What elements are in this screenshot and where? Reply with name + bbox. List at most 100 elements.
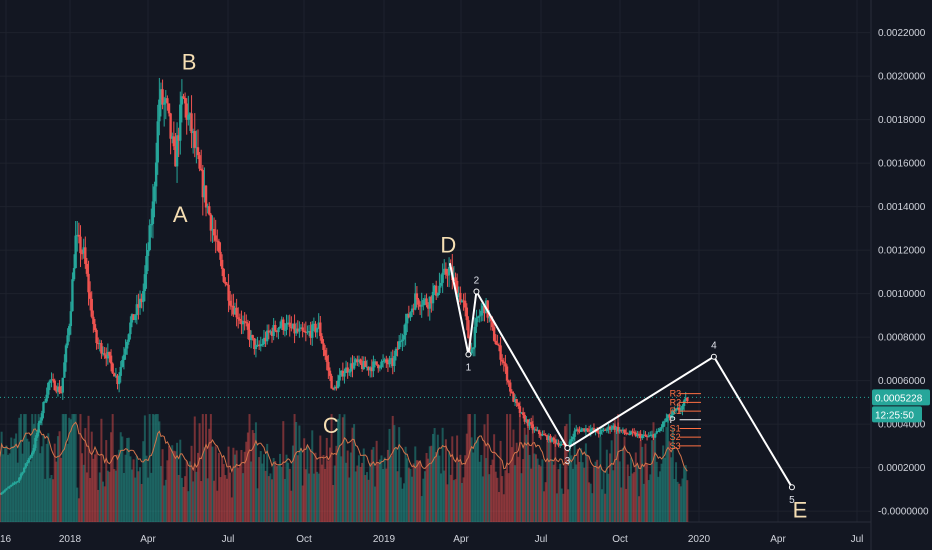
volume-bar bbox=[654, 435, 657, 522]
candle-body bbox=[43, 401, 47, 403]
candle-body bbox=[22, 467, 26, 473]
candle-body bbox=[544, 434, 547, 436]
volume-bar bbox=[2, 454, 5, 522]
candle-body bbox=[203, 185, 206, 198]
candle-body bbox=[528, 422, 531, 426]
candle-body bbox=[269, 331, 272, 333]
volume-bar bbox=[435, 452, 438, 522]
volume-bar bbox=[362, 448, 365, 522]
volume-bar bbox=[497, 492, 500, 522]
volume-bar bbox=[660, 463, 663, 522]
candle-body bbox=[220, 259, 224, 269]
volume-bar bbox=[610, 440, 613, 522]
volume-bar bbox=[217, 452, 220, 522]
candle-body bbox=[610, 428, 613, 430]
volume-bar bbox=[71, 414, 74, 522]
candle-body bbox=[180, 96, 184, 105]
candle-body bbox=[668, 414, 671, 418]
candle-body bbox=[480, 310, 483, 316]
volume-bar bbox=[649, 474, 652, 522]
candle-body bbox=[282, 319, 285, 331]
volume-bar bbox=[26, 438, 29, 522]
volume-bar bbox=[267, 476, 270, 522]
volume-bar bbox=[478, 461, 481, 522]
candle-body bbox=[354, 359, 357, 363]
volume-bar bbox=[29, 461, 32, 522]
volume-bar bbox=[92, 458, 95, 522]
candle-body bbox=[652, 434, 655, 438]
candle-body bbox=[90, 298, 93, 317]
volume-bar bbox=[382, 469, 385, 522]
volume-bar bbox=[158, 421, 161, 522]
candle-body bbox=[647, 436, 650, 438]
y-tick-label: 0.0022000 bbox=[878, 28, 926, 39]
candle-body bbox=[385, 359, 388, 363]
candle-body bbox=[121, 360, 124, 367]
candle-body bbox=[146, 249, 150, 256]
volume-bar bbox=[609, 453, 612, 522]
volume-bar bbox=[121, 436, 124, 522]
volume-bar bbox=[5, 445, 8, 522]
volume-bar bbox=[58, 431, 61, 522]
candle-body bbox=[248, 329, 251, 341]
candle-body bbox=[224, 281, 227, 284]
volume-bar bbox=[422, 478, 425, 522]
candle-body bbox=[542, 433, 546, 435]
candle-body bbox=[245, 321, 248, 324]
candle-body bbox=[463, 300, 467, 308]
volume-bar bbox=[469, 414, 472, 522]
volume-bar bbox=[0, 431, 3, 522]
volume-bar bbox=[224, 475, 227, 522]
candle-body bbox=[162, 102, 166, 105]
candle-body bbox=[204, 185, 208, 208]
volume-bar bbox=[452, 480, 455, 522]
volume-bar bbox=[406, 458, 409, 522]
volume-bar bbox=[174, 451, 177, 522]
candle-body bbox=[230, 305, 233, 307]
volume-bar bbox=[607, 473, 610, 522]
candle-body bbox=[344, 367, 348, 374]
volume-bar bbox=[97, 489, 100, 522]
volume-bar bbox=[506, 414, 509, 522]
wave-point-marker bbox=[710, 353, 717, 360]
candle-body bbox=[216, 240, 219, 242]
volume-bar bbox=[642, 483, 645, 522]
candle-body bbox=[661, 421, 665, 428]
candle-body bbox=[497, 345, 501, 347]
volume-bar bbox=[27, 441, 30, 522]
volume-bar bbox=[188, 461, 191, 522]
volume-bar bbox=[254, 422, 257, 522]
volume-bar bbox=[575, 464, 578, 522]
volume-bar bbox=[431, 433, 434, 522]
candle-body bbox=[293, 323, 296, 334]
pivot-level-label: R2 bbox=[670, 397, 682, 407]
y-tick-label: 0.0008000 bbox=[878, 333, 926, 344]
candle-body bbox=[327, 361, 330, 371]
volume-bar bbox=[106, 470, 109, 522]
volume-bar bbox=[163, 485, 166, 522]
candle-body bbox=[536, 430, 539, 432]
candle-body bbox=[623, 429, 626, 433]
candle-body bbox=[539, 433, 543, 436]
volume-bar bbox=[525, 434, 528, 522]
volume-bar bbox=[291, 445, 294, 522]
candle-body bbox=[56, 386, 60, 392]
candle-body bbox=[111, 363, 114, 374]
candle-body bbox=[288, 322, 291, 327]
volume-bar bbox=[341, 417, 344, 522]
candle-body bbox=[380, 361, 383, 368]
candle-body bbox=[21, 472, 24, 475]
volume-bar bbox=[185, 460, 188, 522]
candle-body bbox=[307, 331, 311, 333]
candle-body bbox=[454, 277, 457, 281]
volume-bar bbox=[668, 441, 671, 522]
candle-body bbox=[460, 300, 464, 303]
volume-bar bbox=[359, 466, 362, 522]
candle-body bbox=[319, 322, 322, 337]
volume-bar bbox=[671, 428, 674, 522]
candle-body bbox=[320, 336, 324, 344]
candle-body bbox=[362, 361, 365, 369]
candle-body bbox=[491, 321, 494, 328]
